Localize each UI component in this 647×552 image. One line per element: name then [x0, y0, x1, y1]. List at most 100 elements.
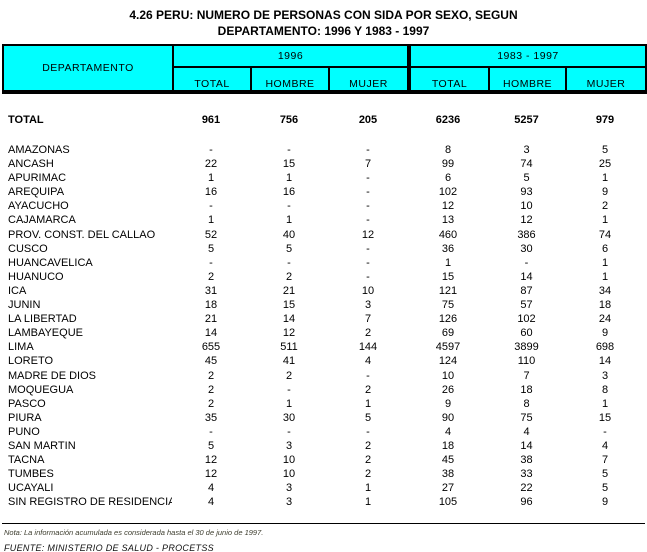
row-value-mujer-1996: 144 [358, 341, 378, 354]
row-value-hombre-1983-1997: 96 [520, 496, 533, 509]
column-header-hombre-1996: HOMBRE [250, 66, 330, 93]
table-row: AYACUCHO - - - 12 10 2 [2, 199, 645, 213]
total-value-mujer-1996: 205 [358, 114, 378, 126]
row-value-hombre-1983-1997: 3 [523, 144, 530, 156]
row-value-hombre-1983-1997: 75 [520, 411, 533, 424]
row-value-hombre-1996: 1 [285, 397, 293, 410]
row-value-total-1996: 21 [204, 313, 218, 326]
row-value-total-1983-1997: 460 [438, 228, 458, 241]
row-value-total-1996: 18 [204, 299, 218, 312]
footer-divider [2, 523, 645, 525]
row-label: LA LIBERTAD [8, 313, 77, 326]
row-label: UCAYALI [8, 482, 54, 495]
row-value-total-1983-1997: 99 [441, 158, 455, 171]
row-value-total-1996: 1 [207, 172, 215, 185]
row-label: PIURA [8, 411, 42, 424]
row-value-mujer-1996: - [366, 242, 370, 255]
table-row: MOQUEGUA 2 - 2 26 18 8 [2, 383, 645, 397]
row-label: HUANCAVELICA [8, 256, 93, 269]
row-value-total-1996: 52 [204, 228, 218, 241]
row-value-total-1996: 1 [207, 214, 215, 227]
table-row: SAN MARTIN 5 3 2 18 14 4 [2, 439, 645, 453]
table-row: MADRE DE DIOS 2 2 - 10 7 3 [2, 369, 645, 383]
row-value-hombre-1983-1997: 30 [520, 242, 533, 255]
row-value-mujer-1996: - [366, 200, 370, 213]
row-value-mujer-1983-1997: 1 [601, 256, 609, 269]
row-value-mujer-1996: - [366, 186, 370, 199]
row-value-mujer-1983-1997: 14 [598, 355, 612, 368]
row-value-mujer-1983-1997: 34 [598, 284, 612, 297]
total-value-total-1983-1997: 6236 [435, 114, 461, 126]
table-row: TUMBES 12 10 2 38 33 5 [2, 467, 645, 481]
row-value-hombre-1983-1997: 8 [523, 397, 530, 410]
row-value-mujer-1983-1997: 9 [601, 186, 609, 199]
table-row: SIN REGISTRO DE RESIDENCIA 4 3 1 105 96 … [2, 495, 645, 509]
row-value-total-1996: 31 [204, 284, 218, 297]
row-value-mujer-1983-1997: 1 [601, 214, 609, 227]
row-value-mujer-1996: - [366, 256, 370, 269]
table-row: PUNO - - - 4 4 - [2, 425, 645, 439]
row-label: CUSCO [8, 242, 48, 255]
row-label: PROV. CONST. DEL CALLAO [8, 228, 156, 241]
table-row: PIURA 35 30 5 90 75 15 [2, 411, 645, 425]
row-label: TACNA [8, 454, 45, 467]
row-value-total-1996: - [209, 425, 213, 438]
row-label: JUNIN [8, 299, 41, 312]
row-value-hombre-1996: 3 [285, 439, 293, 452]
row-label: PASCO [8, 397, 46, 410]
row-value-mujer-1996: - [366, 172, 370, 185]
table-row: LORETO 45 41 4 124 110 14 [2, 354, 645, 368]
row-value-hombre-1996: 30 [282, 411, 296, 424]
row-value-mujer-1996: 12 [361, 228, 375, 241]
row-value-mujer-1996: - [366, 369, 370, 382]
row-value-mujer-1983-1997: 74 [598, 228, 612, 241]
row-value-hombre-1983-1997: 74 [520, 158, 533, 171]
row-value-hombre-1983-1997: 87 [520, 284, 533, 297]
row-value-total-1996: - [209, 144, 213, 156]
row-value-hombre-1996: 40 [282, 228, 296, 241]
table-row: CAJAMARCA 1 1 - 13 12 1 [2, 213, 645, 227]
row-value-total-1983-1997: 45 [441, 454, 455, 467]
row-value-hombre-1996: 1 [285, 214, 293, 227]
row-label: SIN REGISTRO DE RESIDENCIA [8, 496, 172, 509]
row-value-mujer-1996: 1 [364, 397, 372, 410]
row-value-hombre-1996: 1 [285, 172, 293, 185]
row-value-mujer-1996: 2 [364, 383, 372, 396]
row-value-total-1996: 14 [204, 327, 218, 340]
column-header-total-1983-1997: TOTAL [407, 66, 490, 93]
row-value-total-1996: 4 [207, 496, 215, 509]
row-value-mujer-1996: 3 [364, 299, 372, 312]
row-value-hombre-1983-1997: 5 [523, 172, 530, 185]
row-value-total-1996: 2 [207, 383, 215, 396]
row-value-total-1983-1997: 75 [441, 299, 455, 312]
row-value-hombre-1996: 10 [282, 468, 296, 481]
row-value-hombre-1996: - [287, 144, 291, 156]
row-value-hombre-1996: 14 [282, 313, 296, 326]
row-value-mujer-1983-1997: 9 [601, 496, 609, 509]
row-value-hombre-1996: - [287, 200, 291, 213]
row-value-hombre-1983-1997: 10 [520, 200, 533, 213]
row-value-total-1983-1997: 1 [444, 256, 452, 269]
group-header-1996: 1996 [172, 44, 410, 68]
total-value-total-1996: 961 [201, 114, 221, 126]
table-row: ICA 31 21 10 121 87 34 [2, 284, 645, 298]
row-value-mujer-1996: 7 [364, 313, 372, 326]
table-row: ANCASH 22 15 7 99 74 25 [2, 157, 645, 171]
total-row: TOTAL 961 756 205 6236 5257 979 [2, 107, 645, 143]
row-value-total-1983-1997: 6 [444, 172, 452, 185]
row-value-mujer-1983-1997: 5 [601, 482, 609, 495]
table-row: AREQUIPA 16 16 - 102 93 9 [2, 185, 645, 199]
row-label: LIMA [8, 341, 34, 354]
row-value-hombre-1996: 3 [285, 496, 293, 509]
column-header-total-1996: TOTAL [172, 66, 252, 93]
row-value-mujer-1996: - [366, 270, 370, 283]
row-value-total-1996: 2 [207, 369, 215, 382]
row-value-hombre-1983-1997: 60 [520, 327, 533, 340]
row-value-total-1983-1997: 4597 [435, 341, 461, 354]
row-value-hombre-1996: - [287, 425, 291, 438]
row-value-total-1996: 655 [201, 341, 221, 354]
row-value-total-1996: 45 [204, 355, 218, 368]
row-value-hombre-1983-1997: 22 [520, 482, 533, 495]
row-value-mujer-1983-1997: 5 [601, 144, 609, 156]
row-value-mujer-1996: 2 [364, 468, 372, 481]
